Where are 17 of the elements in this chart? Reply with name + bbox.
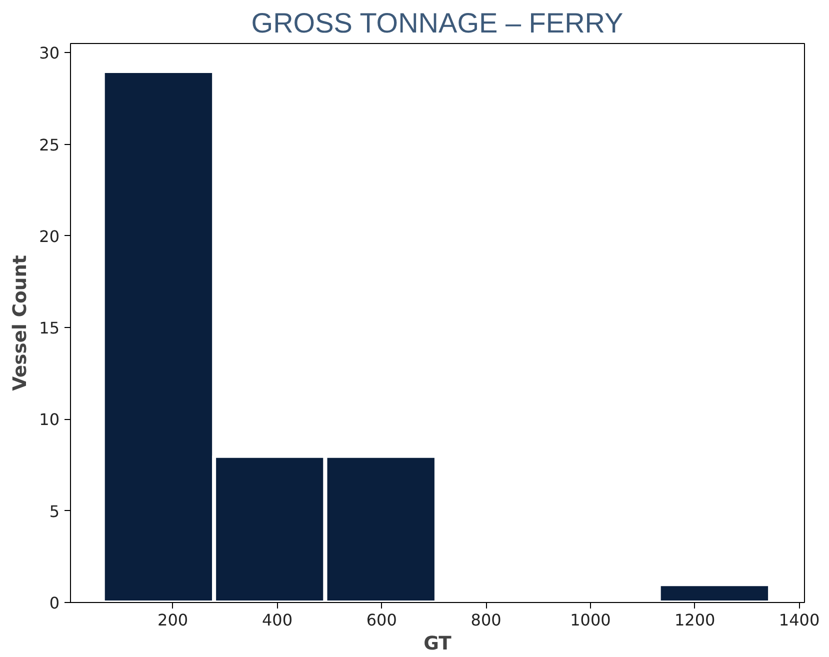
y-tick-label: 20 xyxy=(39,226,60,246)
y-tick-label: 5 xyxy=(49,502,60,521)
x-tick-label: 1400 xyxy=(778,610,820,630)
y-tick-label: 0 xyxy=(49,594,60,612)
y-tick-label: 10 xyxy=(39,410,60,430)
x-tick-label: 200 xyxy=(158,610,188,630)
chart-title: GROSS TONNAGE – FERRY xyxy=(251,8,624,38)
y-tick-label: 15 xyxy=(39,318,60,338)
x-tick-label: 1200 xyxy=(674,610,716,630)
y-tick-label: 30 xyxy=(39,44,60,63)
x-tick-label: 1000 xyxy=(570,610,611,630)
x-tick-label: 800 xyxy=(470,610,502,630)
y-tick-label: 25 xyxy=(39,135,60,154)
x-axis-title: GT xyxy=(424,634,452,654)
x-tick-label: 400 xyxy=(262,610,293,630)
x-tick-label: 600 xyxy=(366,610,397,630)
y-axis-title: Vessel Count xyxy=(10,255,32,391)
